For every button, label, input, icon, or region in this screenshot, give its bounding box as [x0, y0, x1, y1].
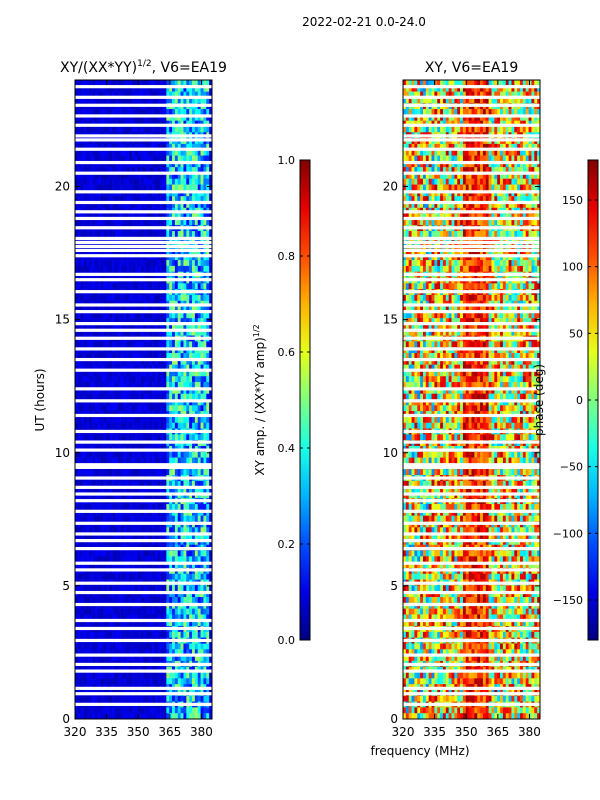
x-tick-label: 365: [486, 725, 509, 739]
phase-colorbar-ticks: 150 100 50 0 −50 −100 −150: [553, 194, 598, 607]
amplitude-plot-frame: [74, 79, 213, 720]
amplitude-colorbar-ticks: 0.0 0.2 0.4 0.6 0.8 1.0: [278, 154, 310, 647]
y-tick-label: 10: [55, 446, 70, 460]
y-tick-label: 15: [383, 313, 398, 327]
phase-colorbar: 150 100 50 0 −50 −100 −150 phase (deg): [532, 159, 599, 641]
phase-colorbar-label: phase (deg): [532, 364, 546, 436]
amplitude-colorbar: 0.0 0.2 0.4 0.6 0.8 1.0 XY amp. / (XX*YY amp)…: [252, 154, 311, 647]
colorbar-tick-label: 150: [562, 194, 583, 207]
phase-plot-frame: [402, 79, 541, 720]
y-tick-label: 20: [55, 180, 70, 194]
x-tick-label: 335: [423, 725, 446, 739]
amplitude-axes: 320 335 350 365 380 0 5 10 15 20: [55, 80, 213, 739]
y-tick-label: 0: [390, 712, 398, 726]
colorbar-tick-label: 100: [562, 261, 583, 274]
amplitude-heatmap: [75, 80, 213, 720]
phase-heatmap: [403, 80, 541, 720]
colorbar-tick-label: −100: [553, 527, 583, 540]
amplitude-panel: XY/(XX*YY)1/2, V6=EA19 320 335 350 365 380 0 5…: [33, 59, 227, 739]
amplitude-colorbar-gradient: [299, 159, 311, 641]
y-tick-label: 15: [55, 313, 70, 327]
colorbar-tick-label: 0.8: [278, 250, 296, 263]
x-tick-label: 350: [455, 725, 478, 739]
amplitude-panel-title: XY/(XX*YY)1/2, V6=EA19: [60, 59, 227, 76]
x-tick-label: 380: [518, 725, 541, 739]
phase-axes: 320 335 350 365 380 0 5 10 15 20: [383, 80, 541, 739]
x-tick-label: 380: [190, 725, 213, 739]
x-tick-label: 335: [95, 725, 118, 739]
phase-xlabel: frequency (MHz): [370, 744, 469, 758]
phase-panel-title: XY, V6=EA19: [425, 60, 519, 76]
y-tick-label: 5: [390, 579, 398, 593]
x-tick-label: 320: [64, 725, 87, 739]
amplitude-ylabel: UT (hours): [33, 368, 47, 431]
colorbar-tick-label: −150: [553, 594, 583, 607]
colorbar-tick-label: 0.6: [278, 346, 296, 359]
phase-panel: XY, V6=EA19 320 335 350 365 380 0 5 10 15 20 freq…: [370, 60, 540, 758]
colorbar-tick-label: 0.0: [278, 634, 296, 647]
colorbar-tick-label: 0: [576, 394, 583, 407]
y-tick-label: 0: [62, 712, 70, 726]
x-tick-label: 350: [127, 725, 150, 739]
y-tick-label: 10: [383, 446, 398, 460]
x-tick-label: 320: [392, 725, 415, 739]
y-tick-label: 5: [62, 579, 70, 593]
colorbar-tick-label: 0.2: [278, 538, 296, 551]
x-tick-label: 365: [158, 725, 181, 739]
colorbar-tick-label: 50: [569, 327, 583, 340]
figure-suptitle: 2022-02-21 0.0-24.0: [302, 15, 426, 29]
amplitude-colorbar-label: XY amp. / (XX*YY amp)1/2: [252, 324, 267, 475]
colorbar-tick-label: −50: [560, 461, 583, 474]
colorbar-tick-label: 0.4: [278, 442, 296, 455]
colorbar-tick-label: 1.0: [278, 154, 296, 167]
y-tick-label: 20: [383, 180, 398, 194]
